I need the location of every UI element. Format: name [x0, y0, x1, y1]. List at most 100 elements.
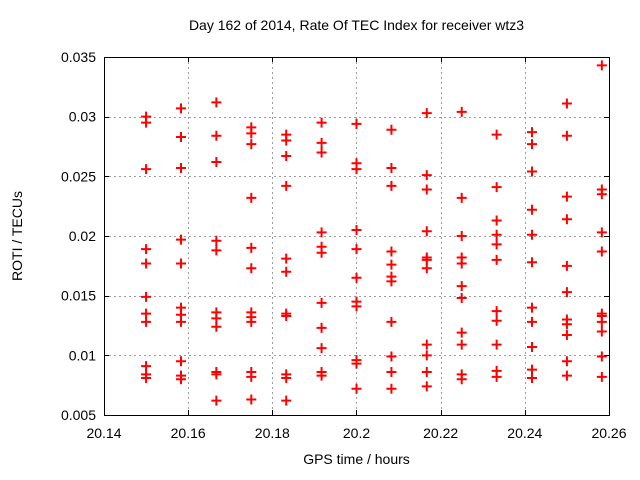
data-point-marker	[281, 373, 292, 384]
y-tick-label: 0.005	[61, 407, 96, 423]
y-tick-label: 0.03	[69, 109, 96, 125]
data-point-marker	[246, 128, 257, 139]
data-point-marker	[456, 231, 467, 241]
data-point-marker	[351, 358, 362, 369]
data-point-marker	[456, 258, 467, 269]
data-point-marker	[281, 266, 292, 277]
data-point-marker	[316, 297, 327, 308]
data-point-marker	[351, 164, 362, 175]
data-point-marker	[491, 215, 502, 226]
data-point-marker	[176, 131, 187, 142]
data-point-marker	[456, 374, 467, 385]
data-point-marker	[561, 98, 572, 109]
data-point-marker	[281, 253, 292, 264]
data-point-marker	[561, 130, 572, 141]
data-point-marker	[456, 106, 467, 117]
data-point-marker	[526, 302, 537, 313]
data-point-marker	[246, 263, 257, 274]
data-point-marker	[211, 245, 222, 256]
data-point-marker	[141, 244, 152, 255]
data-point-marker	[596, 316, 607, 327]
data-point-marker	[526, 257, 537, 268]
data-point-marker	[316, 137, 327, 148]
data-point-marker	[386, 180, 397, 191]
data-point-marker	[561, 260, 572, 271]
data-point-marker	[316, 147, 327, 158]
data-point-marker	[246, 316, 257, 327]
data-point-marker	[421, 226, 432, 237]
x-tick-label: 20.14	[86, 425, 121, 441]
data-point-marker	[421, 381, 432, 392]
y-tick-label: 0.02	[69, 228, 96, 244]
data-point-marker	[561, 356, 572, 367]
data-point-marker	[141, 258, 152, 269]
data-point-marker	[141, 164, 152, 175]
data-point-marker	[491, 239, 502, 250]
data-point-marker	[246, 192, 257, 203]
data-point-marker	[141, 291, 152, 302]
x-axis-label: GPS time / hours	[303, 451, 410, 467]
data-point-marker	[561, 319, 572, 330]
data-point-marker	[526, 166, 537, 177]
data-point-marker	[211, 157, 222, 168]
data-point-marker	[596, 371, 607, 382]
data-point-marker	[491, 129, 502, 140]
data-point-marker	[316, 247, 327, 258]
data-point-marker	[526, 229, 537, 240]
data-point-marker	[491, 306, 502, 317]
data-point-marker	[386, 259, 397, 270]
data-point-marker	[386, 367, 397, 378]
data-point-marker	[141, 316, 152, 327]
data-point-marker	[351, 244, 362, 255]
data-point-marker	[141, 373, 152, 384]
data-point-marker	[281, 135, 292, 146]
data-point-marker	[316, 227, 327, 238]
data-point-marker	[561, 191, 572, 202]
data-point-marker	[421, 339, 432, 350]
x-tick-label: 20.22	[423, 425, 458, 441]
data-point-marker	[491, 371, 502, 382]
data-point-marker	[386, 316, 397, 327]
data-point-marker	[386, 383, 397, 394]
data-point-marker	[351, 383, 362, 394]
data-point-marker	[351, 225, 362, 236]
data-point-marker	[176, 258, 187, 269]
data-point-marker	[596, 189, 607, 200]
x-tick-label: 20.18	[255, 425, 290, 441]
data-point-marker	[456, 192, 467, 203]
data-point-marker	[281, 310, 292, 321]
data-point-marker	[526, 341, 537, 352]
y-tick-label: 0.025	[61, 168, 96, 184]
data-point-marker	[316, 117, 327, 128]
data-point-marker	[561, 330, 572, 341]
data-point-marker	[351, 272, 362, 283]
data-point-marker	[211, 395, 222, 406]
data-point-marker	[491, 229, 502, 240]
data-point-marker	[596, 351, 607, 362]
data-point-marker	[421, 367, 432, 378]
data-point-marker	[176, 103, 187, 114]
data-point-marker	[526, 316, 537, 327]
data-point-marker	[491, 339, 502, 350]
data-point-marker	[561, 214, 572, 225]
data-point-marker	[176, 356, 187, 367]
x-tick-label: 20.26	[591, 425, 626, 441]
data-point-marker	[211, 321, 222, 332]
data-point-marker	[176, 316, 187, 327]
data-point-marker	[526, 373, 537, 384]
data-point-marker	[176, 234, 187, 245]
data-point-marker	[246, 371, 257, 382]
data-point-marker	[141, 308, 152, 319]
y-tick-label: 0.035	[61, 49, 96, 65]
data-point-marker	[246, 394, 257, 405]
data-point-marker	[316, 322, 327, 333]
data-point-marker	[281, 395, 292, 406]
data-point-marker	[211, 130, 222, 141]
data-point-marker	[596, 246, 607, 257]
data-point-marker	[176, 374, 187, 385]
data-point-marker	[561, 370, 572, 381]
data-point-marker	[386, 276, 397, 287]
data-point-marker	[351, 301, 362, 312]
